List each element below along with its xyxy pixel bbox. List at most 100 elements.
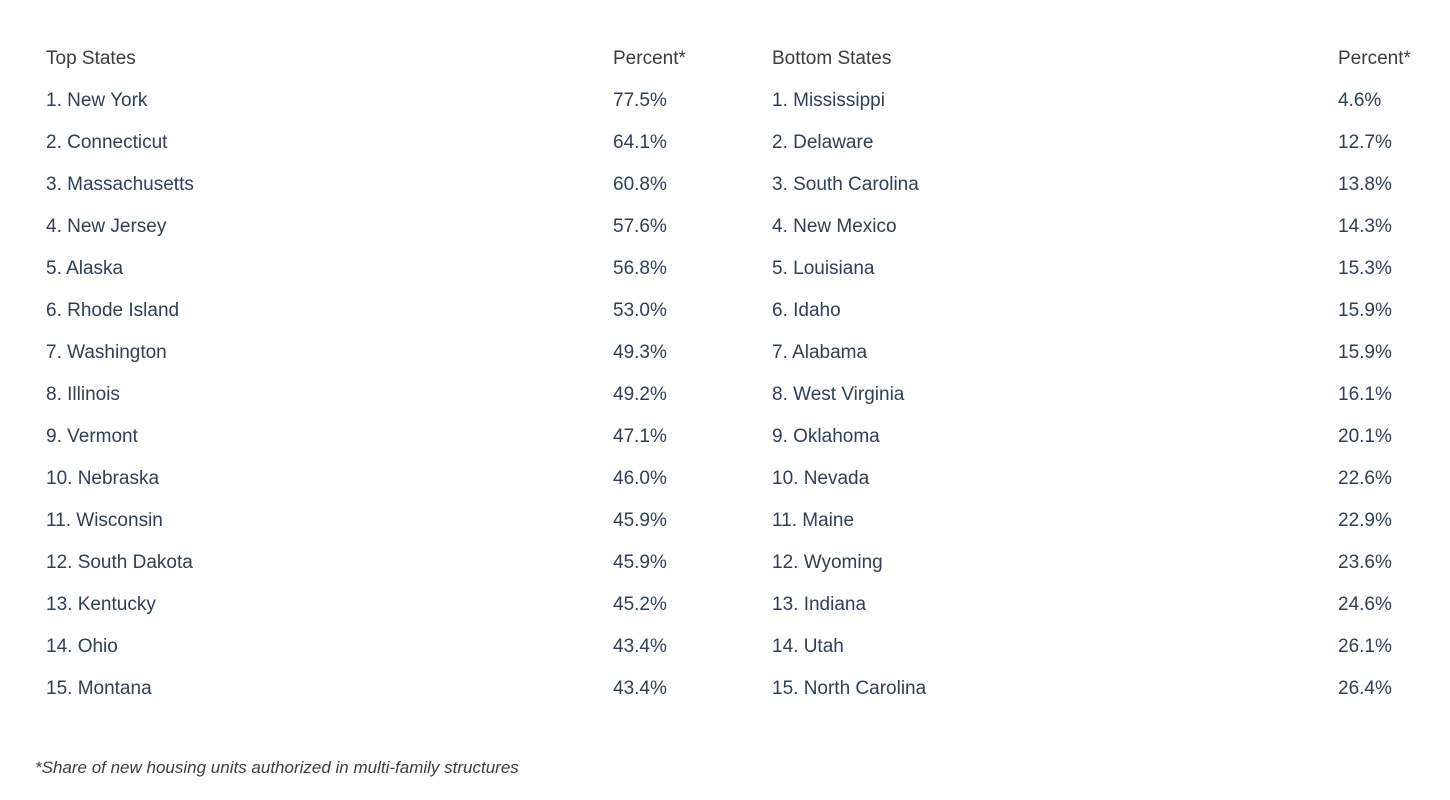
column-header-percent-left: Percent* [613, 48, 686, 69]
footnote: *Share of new housing units authorized i… [35, 758, 519, 777]
state-label: 11. Wisconsin [46, 510, 163, 531]
table-row: 6. Rhode Island 53.0% [46, 290, 726, 332]
state-label: 8. Illinois [46, 384, 120, 405]
percent-value: 4.6% [1338, 90, 1382, 111]
top-states-section: Top States Percent* 1. New York 77.5% 2.… [46, 38, 726, 710]
state-label: 11. Maine [772, 510, 855, 531]
percent-value: 22.9% [1338, 510, 1392, 531]
table-row: 1. Mississippi 4.6% [772, 80, 1432, 122]
state-label: 13. Kentucky [46, 594, 156, 615]
percent-value: 45.2% [613, 594, 667, 615]
table-row: 11. Wisconsin 45.9% [46, 500, 726, 542]
state-label: 13. Indiana [772, 594, 867, 615]
state-label: 2. Delaware [772, 132, 874, 153]
percent-value: 47.1% [613, 426, 667, 447]
percent-value: 12.7% [1338, 132, 1392, 153]
percent-value: 64.1% [613, 132, 667, 153]
table-row: 11. Maine 22.9% [772, 500, 1432, 542]
percent-value: 26.1% [1338, 636, 1392, 657]
table-row: 2. Connecticut 64.1% [46, 122, 726, 164]
percent-value: 16.1% [1338, 384, 1392, 405]
state-label: 6. Rhode Island [46, 300, 180, 321]
table-row: 9. Oklahoma 20.1% [772, 416, 1432, 458]
percent-value: 60.8% [613, 174, 667, 195]
state-label: 4. New Mexico [772, 216, 897, 237]
state-label: 7. Alabama [772, 342, 868, 363]
state-label: 3. Massachusetts [46, 174, 194, 195]
percent-value: 49.3% [613, 342, 667, 363]
table-row: 8. West Virginia 16.1% [772, 374, 1432, 416]
percent-value: 26.4% [1338, 678, 1392, 699]
state-label: 2. Connecticut [46, 132, 168, 153]
table-row: 5. Louisiana 15.3% [772, 248, 1432, 290]
column-header-percent-right: Percent* [1338, 48, 1411, 69]
percent-value: 20.1% [1338, 426, 1392, 447]
table-row: 14. Utah 26.1% [772, 626, 1432, 668]
state-label: 4. New Jersey [46, 216, 167, 237]
table-row: 4. New Jersey 57.6% [46, 206, 726, 248]
state-label: 9. Oklahoma [772, 426, 880, 447]
state-label: 5. Alaska [46, 258, 124, 279]
table-row: 14. Ohio 43.4% [46, 626, 726, 668]
percent-value: 24.6% [1338, 594, 1392, 615]
table-row: 6. Idaho 15.9% [772, 290, 1432, 332]
table-row: 12. South Dakota 45.9% [46, 542, 726, 584]
state-label: 8. West Virginia [772, 384, 905, 405]
table-row: 13. Indiana 24.6% [772, 584, 1432, 626]
bottom-states-section: Bottom States Percent* 1. Mississippi 4.… [772, 38, 1432, 710]
bottom-states-rows: 1. Mississippi 4.6% 2. Delaware 12.7% 3.… [772, 80, 1432, 710]
percent-value: 43.4% [613, 678, 667, 699]
state-label: 6. Idaho [772, 300, 841, 321]
state-label: 14. Ohio [46, 636, 118, 657]
table-row: 7. Washington 49.3% [46, 332, 726, 374]
top-states-header-row: Top States Percent* [46, 38, 726, 80]
table-row: 9. Vermont 47.1% [46, 416, 726, 458]
state-label: 15. North Carolina [772, 678, 927, 699]
table-row: 5. Alaska 56.8% [46, 248, 726, 290]
state-label: 9. Vermont [46, 426, 138, 447]
percent-value: 45.9% [613, 510, 667, 531]
state-label: 5. Louisiana [772, 258, 875, 279]
state-label: 1. New York [46, 90, 148, 111]
state-label: 14. Utah [772, 636, 844, 657]
top-states-rows: 1. New York 77.5% 2. Connecticut 64.1% 3… [46, 80, 726, 710]
table-row: 12. Wyoming 23.6% [772, 542, 1432, 584]
table-row: 1. New York 77.5% [46, 80, 726, 122]
percent-value: 23.6% [1338, 552, 1392, 573]
table-row: 10. Nevada 22.6% [772, 458, 1432, 500]
table-row: 4. New Mexico 14.3% [772, 206, 1432, 248]
percent-value: 56.8% [613, 258, 667, 279]
state-label: 10. Nebraska [46, 468, 160, 489]
table-row: 10. Nebraska 46.0% [46, 458, 726, 500]
percent-value: 57.6% [613, 216, 667, 237]
percent-value: 14.3% [1338, 216, 1392, 237]
state-label: 12. South Dakota [46, 552, 193, 573]
percent-value: 22.6% [1338, 468, 1392, 489]
column-header-bottom-states: Bottom States [772, 48, 892, 69]
percent-value: 46.0% [613, 468, 667, 489]
table-row: 15. North Carolina 26.4% [772, 668, 1432, 710]
percent-value: 15.3% [1338, 258, 1392, 279]
table-row: 3. South Carolina 13.8% [772, 164, 1432, 206]
bottom-states-header-row: Bottom States Percent* [772, 38, 1432, 80]
table-row: 8. Illinois 49.2% [46, 374, 726, 416]
column-header-top-states: Top States [46, 48, 136, 69]
percent-value: 45.9% [613, 552, 667, 573]
percent-value: 49.2% [613, 384, 667, 405]
state-label: 15. Montana [46, 678, 152, 699]
table-row: 13. Kentucky 45.2% [46, 584, 726, 626]
percent-value: 15.9% [1338, 300, 1392, 321]
percent-value: 15.9% [1338, 342, 1392, 363]
table-row: 15. Montana 43.4% [46, 668, 726, 710]
table-row: 2. Delaware 12.7% [772, 122, 1432, 164]
state-label: 3. South Carolina [772, 174, 919, 195]
state-label: 12. Wyoming [772, 552, 883, 573]
percent-value: 43.4% [613, 636, 667, 657]
table-row: 3. Massachusetts 60.8% [46, 164, 726, 206]
percent-value: 13.8% [1338, 174, 1392, 195]
state-label: 10. Nevada [772, 468, 870, 489]
table-row: 7. Alabama 15.9% [772, 332, 1432, 374]
percent-value: 53.0% [613, 300, 667, 321]
percent-value: 77.5% [613, 90, 667, 111]
